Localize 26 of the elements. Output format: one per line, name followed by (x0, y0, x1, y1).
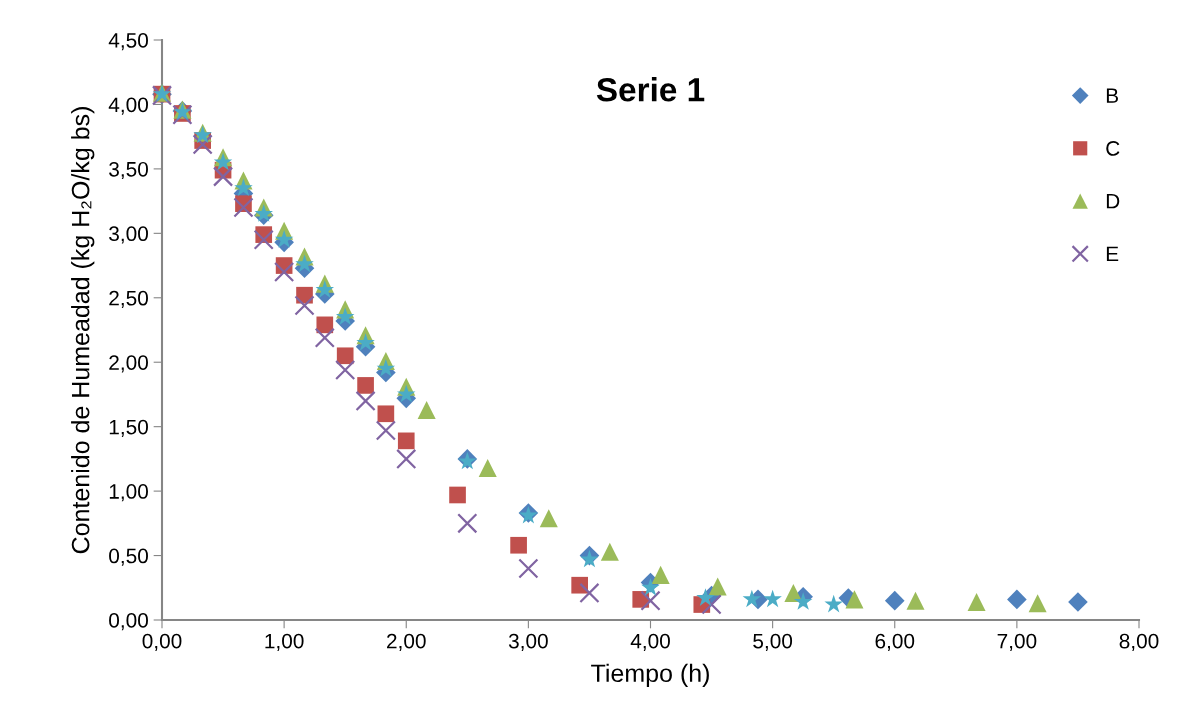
x-tick-label: 0,00 (142, 633, 182, 651)
y-tick-label: 0,00 (109, 613, 148, 631)
legend-label: E (1106, 246, 1119, 262)
y-tick-label: 1,50 (109, 419, 148, 437)
x-tick-label: 1,00 (265, 633, 304, 651)
x-tick-label: 8,00 (1119, 633, 1159, 651)
y-tick-label: 1,00 (109, 484, 148, 502)
legend-label: C (1106, 141, 1120, 156)
x-axis-title: Tiempo (h) (591, 663, 709, 688)
y-tick-label: 3,50 (109, 161, 148, 180)
y-tick-label: 0,50 (109, 548, 148, 566)
legend-label: D (1106, 194, 1120, 209)
y-tick-label: 2,00 (109, 355, 148, 373)
y-axis-title: Contenido de Humeadad (kg H₂O/kg bs) (71, 107, 95, 554)
x-tick-label: 7,00 (997, 633, 1037, 651)
y-tick-label: 2,50 (109, 290, 148, 308)
y-tick-label: 4,00 (108, 97, 148, 115)
text: Serie 1 (596, 77, 705, 102)
x-tick-label: 3,00 (508, 633, 548, 651)
x-tick-label: 2,00 (387, 633, 426, 651)
y-tick-label: 4,50 (108, 33, 148, 51)
y-tick-label: 3,00 (109, 226, 148, 244)
x-tick-label: 5,00 (753, 633, 793, 651)
legend-label: B (1106, 88, 1118, 103)
x-tick-label: 4,00 (630, 633, 670, 651)
x-tick-label: 6,00 (875, 633, 915, 651)
